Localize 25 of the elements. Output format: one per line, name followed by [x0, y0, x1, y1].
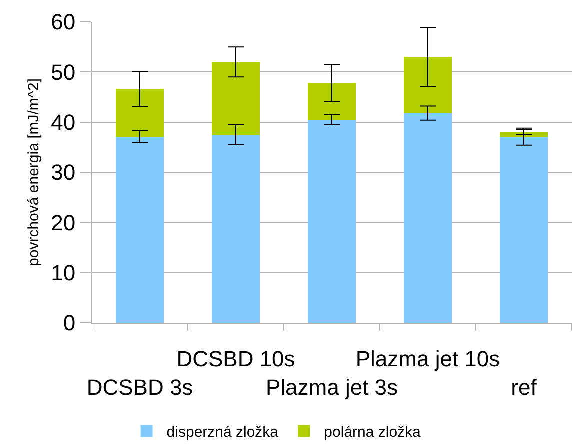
y-tick-label: 30	[51, 160, 76, 186]
bar	[404, 57, 452, 114]
bar	[116, 136, 164, 323]
legend-label: polárna zložka	[324, 424, 422, 442]
y-tick-label: 50	[51, 60, 76, 85]
x-tick-label: ref	[511, 375, 538, 400]
bar	[404, 113, 452, 323]
y-tick-label: 20	[51, 210, 76, 236]
x-tick-label: Plazma jet 3s	[266, 375, 398, 400]
bar	[500, 136, 548, 323]
x-tick-label: Plazma jet 10s	[356, 346, 500, 372]
bar	[308, 120, 356, 323]
x-tick-label: DCSBD 3s	[86, 375, 194, 400]
bar	[212, 62, 260, 135]
y-tick-label: 60	[51, 10, 76, 35]
bar	[116, 89, 164, 137]
bar	[308, 83, 356, 120]
x-tick-label: DCSBD 10s	[176, 346, 296, 372]
bar	[500, 132, 548, 137]
y-tick-label: 40	[51, 110, 76, 136]
legend-label: disperzná zložka	[166, 424, 280, 442]
y-tick-label: 0	[63, 310, 76, 336]
bar	[212, 134, 260, 323]
y-tick-label: 10	[51, 260, 76, 286]
y-axis-title: povrchová energia [mJ/m^2]	[25, 78, 42, 266]
